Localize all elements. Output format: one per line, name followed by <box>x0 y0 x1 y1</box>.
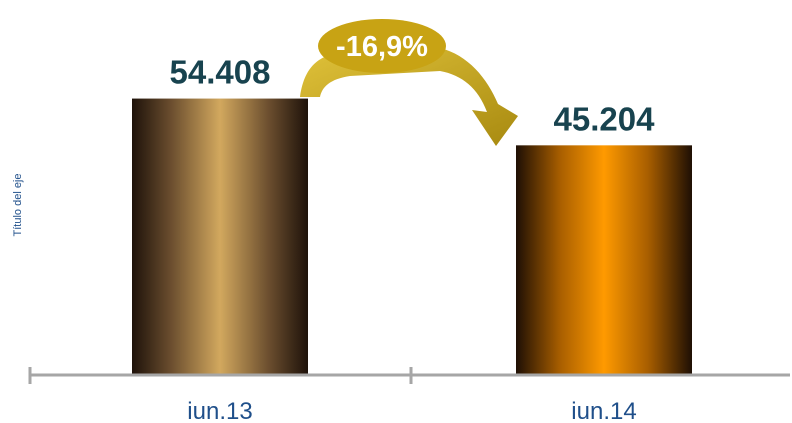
change-percent: -16,9% <box>336 31 428 63</box>
curved-arrow-icon <box>300 48 518 146</box>
value-label-iun.13: 54.408 <box>170 54 271 91</box>
axis <box>28 367 790 384</box>
bar-iun.14 <box>516 145 692 375</box>
change-annotation: -16,9% <box>300 19 518 146</box>
category-label-iun.14: iun.14 <box>571 398 636 423</box>
change-badge <box>318 19 446 73</box>
y-axis-title: Título del eje <box>12 174 24 237</box>
bar-iun.13 <box>132 98 308 375</box>
category-label-iun.13: iun.13 <box>187 398 252 423</box>
value-label-iun.14: 45.204 <box>554 100 656 137</box>
